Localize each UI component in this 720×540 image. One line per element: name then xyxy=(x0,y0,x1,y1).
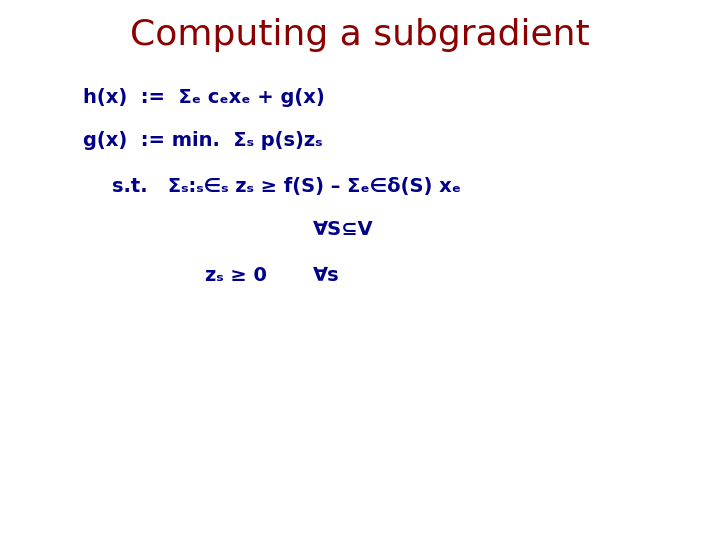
Text: ∀S⊆V: ∀S⊆V xyxy=(313,220,374,239)
Text: Computing a subgradient: Computing a subgradient xyxy=(130,18,590,52)
Text: g(x)  := min.  Σₛ p(s)zₛ: g(x) := min. Σₛ p(s)zₛ xyxy=(83,131,323,150)
Text: h(x)  :=  Σₑ cₑxₑ + g(x): h(x) := Σₑ cₑxₑ + g(x) xyxy=(83,87,325,107)
Text: s.t.   Σₛ:ₛ∈ₛ zₛ ≥ f(S) – Σₑ∈δ(S) xₑ: s.t. Σₛ:ₛ∈ₛ zₛ ≥ f(S) – Σₑ∈δ(S) xₑ xyxy=(112,177,461,196)
Text: ∀s: ∀s xyxy=(313,266,340,285)
Text: zₛ ≥ 0: zₛ ≥ 0 xyxy=(205,266,267,285)
